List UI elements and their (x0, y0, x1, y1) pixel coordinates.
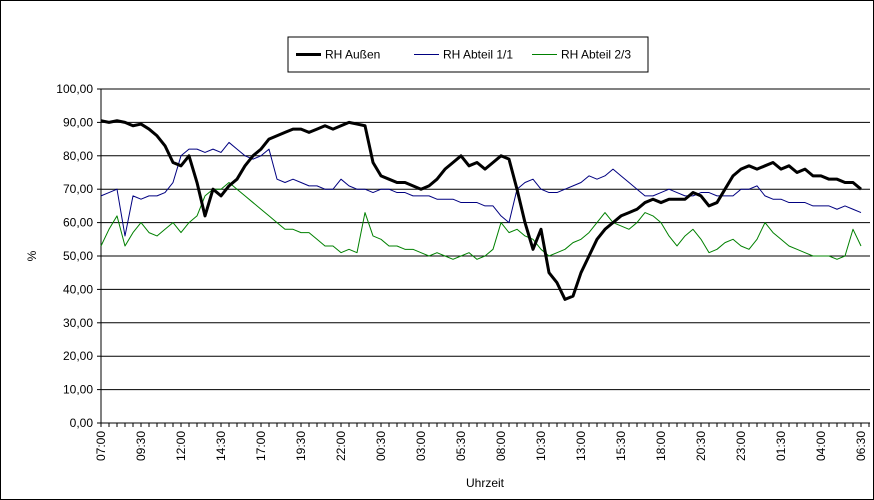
y-axis-title: % (25, 250, 39, 261)
x-tick-label: 01:30 (774, 431, 788, 461)
x-tick-label: 22:00 (334, 431, 348, 461)
series-line (100, 182, 862, 260)
y-tick-label: 40,00 (63, 282, 93, 296)
x-tick-label: 14:30 (214, 431, 228, 461)
y-tick-label: 80,00 (63, 149, 93, 163)
x-tick-label: 00:30 (374, 431, 388, 461)
series-line (100, 119, 862, 301)
x-tick-label: 19:30 (294, 431, 308, 461)
x-axis-title: Uhrzeit (466, 476, 505, 490)
x-tick-label: 18:00 (654, 431, 668, 461)
y-tick-label: 20,00 (63, 349, 93, 363)
x-tick-label: 20:30 (694, 431, 708, 461)
y-tick-label: 70,00 (63, 182, 93, 196)
x-tick-label: 12:00 (174, 431, 188, 461)
x-tick-label: 17:00 (254, 431, 268, 461)
x-tick-label: 23:00 (734, 431, 748, 461)
x-tick-label: 04:00 (814, 431, 828, 461)
x-tick-label: 03:00 (414, 431, 428, 461)
y-tick-label: 10,00 (63, 383, 93, 397)
x-tick-label: 09:30 (134, 431, 148, 461)
legend-label: RH Abteil 2/3 (561, 48, 631, 62)
x-tick-label: 10:30 (534, 431, 548, 461)
y-tick-label: 90,00 (63, 115, 93, 129)
y-tick-label: 100,00 (56, 82, 93, 96)
x-tick-label: 08:00 (494, 431, 508, 461)
y-tick-label: 0,00 (70, 416, 94, 430)
legend-box (287, 36, 649, 73)
x-tick-label: 15:30 (614, 431, 628, 461)
series-line (100, 141, 862, 237)
x-tick-label: 13:00 (574, 431, 588, 461)
legend-label: RH Abteil 1/1 (443, 48, 513, 62)
y-tick-label: 50,00 (63, 249, 93, 263)
x-tick-label: 07:00 (94, 431, 108, 461)
x-tick-label: 06:30 (854, 431, 868, 461)
legend-label: RH Außen (325, 48, 380, 62)
x-tick-label: 05:30 (454, 431, 468, 461)
y-tick-label: 30,00 (63, 316, 93, 330)
y-tick-label: 60,00 (63, 216, 93, 230)
